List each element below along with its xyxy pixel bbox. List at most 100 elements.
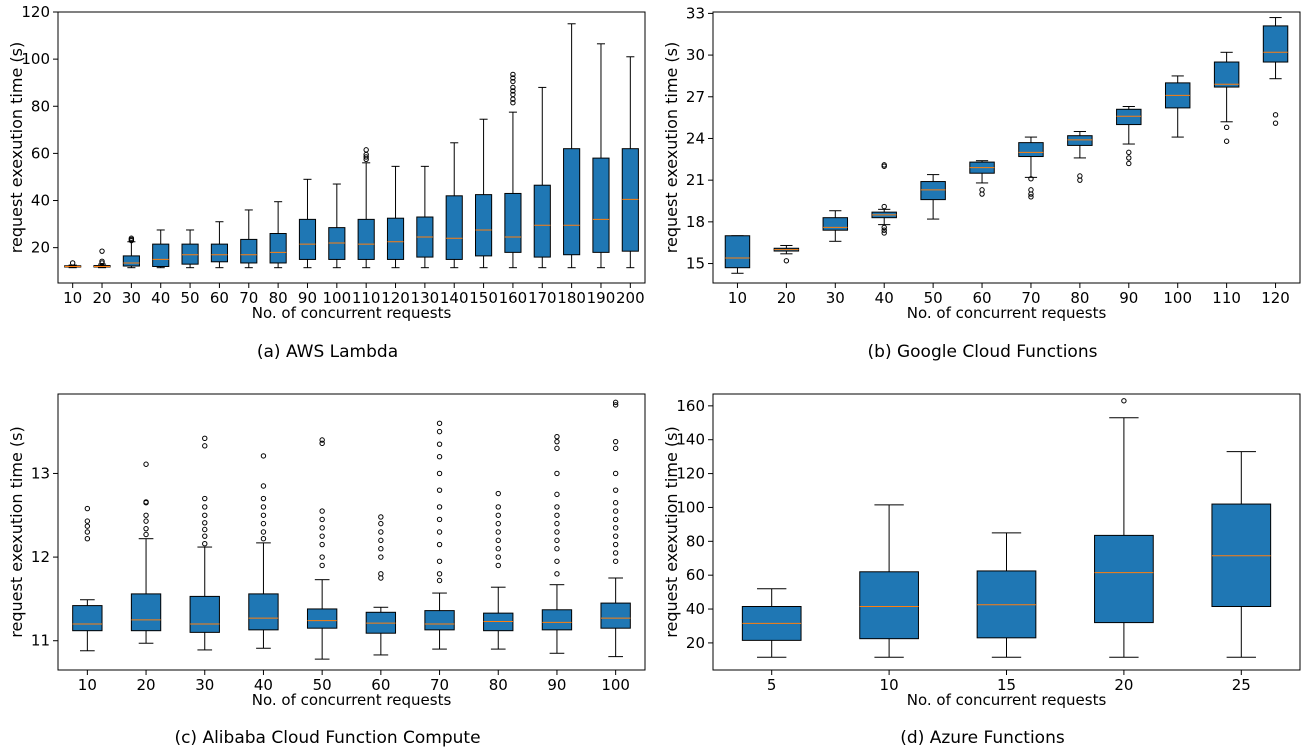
iqr-box xyxy=(621,148,639,252)
outlier-point xyxy=(378,514,384,520)
outlier-point xyxy=(84,505,91,512)
y-tick-label: 120 xyxy=(21,3,50,21)
outlier-point xyxy=(612,438,619,445)
box-10 xyxy=(64,260,82,269)
chart-panel-d: 20 40 60 80 100 120 140 160 5 10 15 20 25 No. of conc… xyxy=(662,393,1301,709)
outlier-point xyxy=(495,490,501,497)
iqr-box xyxy=(240,238,258,264)
caption-a: (a) AWS Lambda xyxy=(256,342,399,362)
outlier-point xyxy=(378,529,384,535)
iqr-box xyxy=(1116,108,1142,126)
outlier-point xyxy=(99,258,105,265)
outlier-point xyxy=(495,512,501,518)
iqr-box xyxy=(210,243,228,263)
box-160 xyxy=(504,71,522,269)
y-tick-label: 40 xyxy=(31,192,50,210)
outlier-point xyxy=(612,402,619,408)
box-50 xyxy=(920,174,946,220)
box-20 xyxy=(130,461,162,644)
box-70 xyxy=(424,420,455,650)
box-70 xyxy=(1018,136,1044,200)
box-50 xyxy=(306,437,338,660)
box-50 xyxy=(181,229,199,269)
outlier-point xyxy=(1121,398,1127,404)
iqr-box xyxy=(920,181,946,201)
x-axis-label: No. of concurrent requests xyxy=(252,304,452,322)
outlier-point xyxy=(436,558,443,564)
x-tick-label: 60 xyxy=(972,289,991,307)
x-tick-label: 30 xyxy=(826,289,845,307)
x-tick-label: 40 xyxy=(875,289,894,307)
box-80 xyxy=(483,490,514,650)
outlier-point xyxy=(260,529,267,535)
plot-area xyxy=(741,398,1272,658)
box-20 xyxy=(93,248,111,269)
box-20 xyxy=(773,244,800,264)
x-tick-label: 120 xyxy=(1261,289,1290,307)
axes-frame xyxy=(712,11,1301,284)
x-tick-label: 100 xyxy=(601,676,630,694)
outlier-point xyxy=(436,454,443,460)
x-tick-label: 160 xyxy=(499,289,528,307)
outlier-point xyxy=(1126,160,1132,167)
x-tick-label: 50 xyxy=(181,289,200,307)
outlier-point xyxy=(554,491,560,498)
box-100 xyxy=(600,399,631,658)
outlier-point xyxy=(436,441,443,447)
outlier-point xyxy=(378,546,384,552)
outlier-point xyxy=(783,258,790,264)
y-axis-label: request exexution time (s) xyxy=(7,42,26,253)
outlier-point xyxy=(510,88,516,94)
outlier-point xyxy=(319,533,325,539)
caption-c: (c) Alibaba Cloud Function Compute xyxy=(174,728,481,748)
outlier-point xyxy=(143,499,149,505)
outlier-point xyxy=(436,504,443,510)
outlier-point xyxy=(612,445,619,452)
x-tick-label: 80 xyxy=(1070,289,1089,307)
box-70 xyxy=(240,209,258,269)
x-tick-label: 50 xyxy=(924,289,943,307)
y-axis-label: request exexution time (s) xyxy=(7,426,26,637)
outlier-point xyxy=(260,495,267,502)
outlier-point xyxy=(143,525,149,532)
chart-panel-c: 11 12 13 10 20 30 40 50 60 70 80 90 100 No. of concur… xyxy=(7,393,646,709)
iqr-box xyxy=(248,593,279,631)
iqr-box xyxy=(1067,135,1093,146)
outlier-point xyxy=(1126,155,1132,161)
outlier-point xyxy=(363,154,369,160)
outlier-point xyxy=(378,520,384,527)
outlier-point xyxy=(554,529,560,535)
x-axis-label: No. of concurrent requests xyxy=(907,691,1107,709)
x-axis-label: No. of concurrent requests xyxy=(252,691,452,709)
outlier-point xyxy=(202,526,208,533)
outlier-point xyxy=(436,571,443,577)
iqr-box xyxy=(504,192,522,253)
outlier-point xyxy=(554,504,560,510)
box-10 xyxy=(859,504,919,658)
outlier-point xyxy=(510,91,516,98)
x-tick-label: 100 xyxy=(323,289,352,307)
x-axis-label: No. of concurrent requests xyxy=(907,304,1107,322)
box-180 xyxy=(563,23,581,269)
box-100 xyxy=(328,183,346,269)
box-60 xyxy=(365,514,397,656)
y-tick-label: 60 xyxy=(31,144,50,162)
iqr-box xyxy=(822,217,849,231)
y-tick-label: 100 xyxy=(21,50,50,68)
outlier-point xyxy=(1223,138,1230,144)
outlier-point xyxy=(554,558,560,564)
outlier-point xyxy=(510,75,516,81)
outlier-point xyxy=(378,554,384,560)
outlier-point xyxy=(495,537,501,544)
x-tick-label: 80 xyxy=(269,289,288,307)
x-tick-label: 15 xyxy=(997,676,1016,694)
iqr-box xyxy=(541,609,573,631)
outlier-point xyxy=(436,420,443,426)
outlier-point xyxy=(554,546,560,552)
y-tick-label: 40 xyxy=(686,600,705,618)
outlier-point xyxy=(128,235,135,241)
x-tick-label: 130 xyxy=(411,289,440,307)
outlier-point xyxy=(612,541,619,548)
axes-frame xyxy=(57,393,646,671)
